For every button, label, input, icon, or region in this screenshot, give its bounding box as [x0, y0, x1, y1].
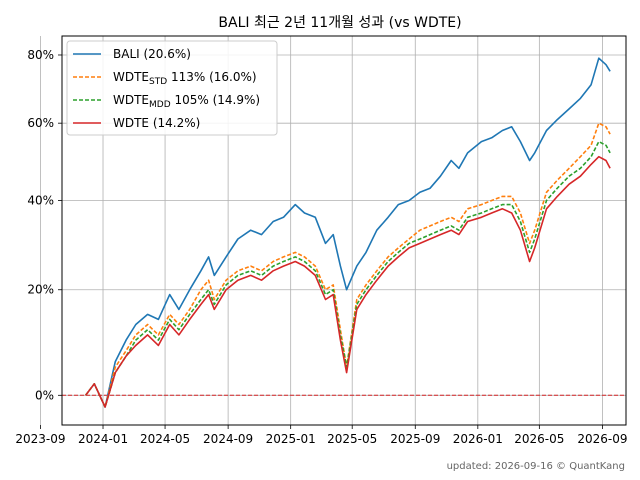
- x-tick-label: 2026-05: [514, 432, 564, 446]
- legend-label: BALI (20.6%): [113, 47, 191, 61]
- series-line-1: [84, 122, 611, 408]
- x-tick-label: 2025-01: [266, 432, 316, 446]
- legend-label: WDTEMDD 105% (14.9%): [113, 93, 260, 110]
- plot-frame: [61, 35, 627, 426]
- y-tick-label: 0%: [35, 388, 54, 402]
- footer-note: updated: 2026-09-16 © QuantKang: [447, 461, 625, 472]
- y-tick-label: 60%: [27, 116, 54, 130]
- x-tick-label: 2024-05: [140, 432, 190, 446]
- series-line-0: [84, 57, 611, 408]
- x-tick-label: 2023-09: [15, 432, 65, 446]
- legend: BALI (20.6%) WDTESTD 113% (16.0%) WDTEMDD …: [66, 40, 278, 136]
- x-tick-label: 2025-09: [390, 432, 440, 446]
- y-tick-label: 20%: [27, 283, 54, 297]
- x-tick-label: 2026-09: [577, 432, 627, 446]
- x-tick-label: 2024-01: [78, 432, 128, 446]
- series-line-3: [84, 155, 611, 408]
- chart-title: BALI 최근 2년 11개월 성과 (vs WDTE): [218, 15, 461, 31]
- series-line-2: [84, 140, 611, 408]
- y-tick-label: 40%: [27, 193, 54, 207]
- legend-label: WDTE (14.2%): [113, 116, 200, 130]
- y-tick-label: 80%: [27, 48, 54, 62]
- legend-label: WDTESTD 113% (16.0%): [113, 70, 257, 87]
- x-tick-label: 2026-01: [453, 432, 503, 446]
- x-tick-label: 2024-09: [203, 432, 253, 446]
- x-tick-label: 2025-05: [327, 432, 377, 446]
- series-lines: [84, 57, 611, 408]
- axis-ticks: 2023-09 2024-01 2024-05 2024-09 2025-01 2025-…: [15, 48, 627, 446]
- legend-box: [66, 40, 278, 136]
